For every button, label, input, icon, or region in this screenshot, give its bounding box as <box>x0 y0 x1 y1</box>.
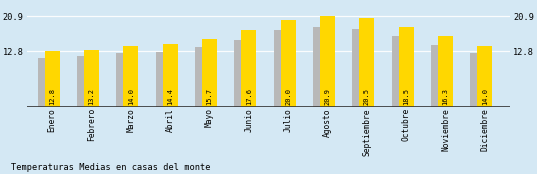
Bar <box>77 56 92 107</box>
Bar <box>431 45 446 107</box>
Bar <box>156 52 171 107</box>
Text: 20.5: 20.5 <box>364 88 370 105</box>
Bar <box>45 51 60 107</box>
Text: 14.0: 14.0 <box>482 88 488 105</box>
Bar <box>438 36 453 107</box>
Bar <box>352 29 367 107</box>
Text: 18.5: 18.5 <box>403 88 409 105</box>
Bar <box>470 53 485 107</box>
Bar <box>234 40 249 107</box>
Text: 15.7: 15.7 <box>207 88 213 105</box>
Text: 13.2: 13.2 <box>89 88 95 105</box>
Bar <box>320 16 335 107</box>
Bar <box>195 47 210 107</box>
Bar <box>202 39 217 107</box>
Bar <box>38 58 53 107</box>
Bar <box>116 53 131 107</box>
Bar <box>274 30 288 107</box>
Text: 12.8: 12.8 <box>49 88 55 105</box>
Bar <box>163 44 178 107</box>
Text: 20.0: 20.0 <box>285 88 291 105</box>
Bar <box>398 27 413 107</box>
Text: 17.6: 17.6 <box>246 88 252 105</box>
Bar <box>241 30 256 107</box>
Bar <box>281 20 296 107</box>
Bar <box>391 36 407 107</box>
Bar <box>84 50 99 107</box>
Bar <box>477 46 492 107</box>
Bar <box>124 46 139 107</box>
Bar <box>359 18 374 107</box>
Text: 20.9: 20.9 <box>324 88 330 105</box>
Text: 16.3: 16.3 <box>442 88 448 105</box>
Text: 14.0: 14.0 <box>128 88 134 105</box>
Bar <box>313 27 328 107</box>
Text: Temperaturas Medias en casas del monte: Temperaturas Medias en casas del monte <box>11 163 211 172</box>
Text: 14.4: 14.4 <box>167 88 173 105</box>
